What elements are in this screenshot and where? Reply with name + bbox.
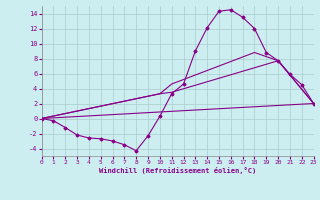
X-axis label: Windchill (Refroidissement éolien,°C): Windchill (Refroidissement éolien,°C) (99, 167, 256, 174)
